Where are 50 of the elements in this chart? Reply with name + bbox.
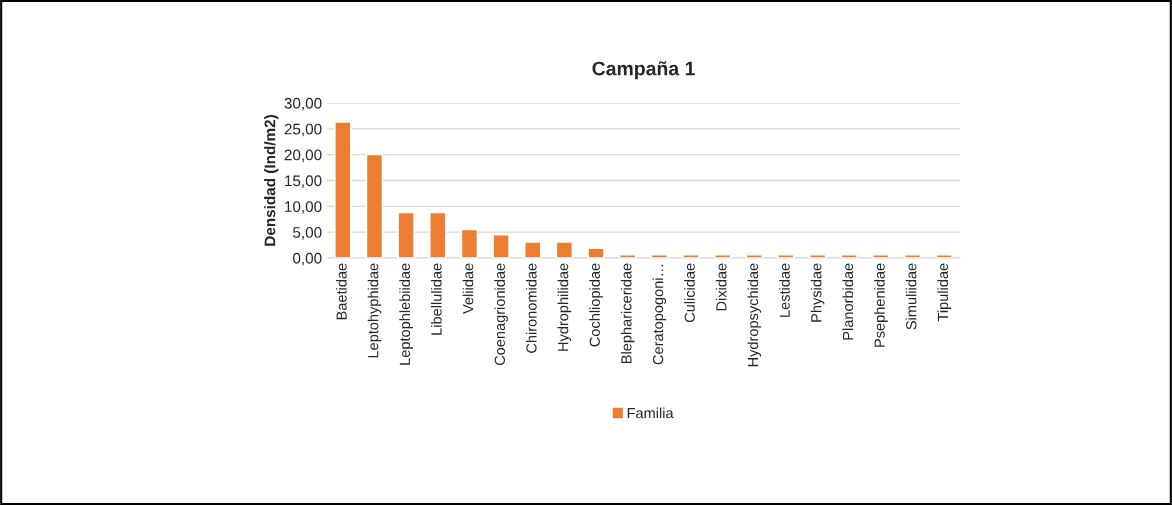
- x-tick-label: Ceratopogoni…: [652, 264, 667, 365]
- y-tick-label: 5,00: [293, 227, 322, 240]
- y-tick-label: 15,00: [285, 175, 322, 188]
- bar: [682, 254, 700, 258]
- bar: [872, 254, 890, 258]
- bar: [840, 254, 858, 258]
- x-tick-label: Simuliidae: [905, 263, 917, 330]
- bar: [460, 228, 479, 258]
- x-tick-label: Planorbidae: [842, 263, 854, 340]
- x-tick-label: Psephenidae: [874, 263, 888, 347]
- bar: [745, 254, 763, 258]
- x-tick-label: Blephariceridae: [620, 263, 635, 363]
- x-tick-label: Veliidae: [462, 263, 474, 314]
- x-tick-label: Lestidae: [779, 263, 790, 317]
- bar: [492, 234, 510, 258]
- bar: [587, 247, 605, 258]
- x-tick-label: Physidae: [810, 263, 825, 322]
- bar: [903, 254, 922, 258]
- x-tick-label: Hydrophilidae: [557, 263, 572, 351]
- bar: [397, 211, 415, 258]
- x-tick-label: Leptohyphidae: [367, 263, 382, 358]
- y-axis-title: Densidad (Ind/m2): [264, 115, 279, 246]
- bar: [619, 254, 637, 258]
- bar: [429, 211, 447, 258]
- y-tick-label: 10,00: [285, 201, 322, 214]
- y-tick-label: 30,00: [284, 97, 322, 111]
- x-tick-label: Coenagrionidae: [494, 263, 508, 366]
- x-tick-label: Dixidae: [715, 263, 727, 311]
- x-tick-label: Baetidae: [336, 263, 347, 320]
- x-tick-label: Libellulidae: [430, 263, 442, 335]
- x-tick-label: Hydropsychidae: [747, 263, 762, 367]
- bar: [714, 254, 732, 258]
- x-tick-label: Leptophlebiidae: [399, 263, 413, 365]
- bar: [555, 241, 573, 258]
- bar: [935, 254, 953, 258]
- bar: [777, 254, 795, 258]
- bar: [808, 254, 827, 258]
- x-tick-label: Chironomidae: [525, 263, 537, 353]
- bar: [334, 121, 352, 258]
- bar: [365, 153, 384, 258]
- bar: [524, 241, 542, 258]
- y-tick-label: 0,00: [293, 252, 322, 266]
- x-tick-label: Culicidae: [684, 263, 695, 323]
- x-tick-label: Tipulidae: [937, 263, 951, 322]
- bar: [650, 254, 668, 258]
- x-tick-label: Cochliopidae: [589, 263, 603, 347]
- legend-label: Familia: [627, 407, 674, 419]
- y-tick-label: 25,00: [284, 123, 322, 137]
- chart-title: Campaña 1: [592, 61, 695, 80]
- y-tick-label: 20,00: [284, 149, 322, 163]
